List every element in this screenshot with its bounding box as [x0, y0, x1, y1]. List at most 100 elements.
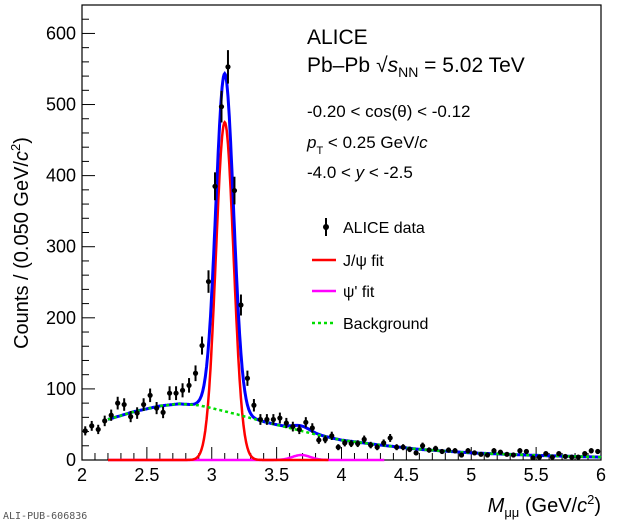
x-tick-label: 2.5: [134, 465, 159, 485]
data-point: [432, 446, 439, 452]
legend-label-data: ALICE data: [343, 220, 425, 237]
data-point: [465, 448, 471, 454]
data-point: [517, 448, 523, 454]
data-point: [212, 183, 218, 189]
data-point: [394, 444, 400, 450]
data-point: [244, 375, 251, 381]
data-point: [374, 444, 380, 450]
legend-item-background: Background: [312, 316, 428, 333]
data-point: [595, 448, 601, 455]
data-point: [471, 450, 478, 456]
data-point: [510, 452, 517, 458]
data-point: [549, 454, 555, 460]
data-point: [556, 451, 562, 457]
data-point: [166, 390, 173, 396]
data-point: [251, 402, 257, 408]
data-point: [296, 426, 302, 433]
x-tick-label: 2: [77, 465, 87, 485]
data-point: [134, 410, 140, 416]
data-point: [445, 447, 452, 453]
cos-theta-range: -0.20 < cos(θ) < -0.12: [307, 102, 470, 121]
y-tick-label: 0: [66, 450, 76, 470]
data-point: [407, 446, 413, 452]
data-point: [95, 426, 101, 433]
data-point: [205, 278, 212, 285]
y-tick-label: 100: [46, 379, 76, 399]
legend-item-data: ALICE data: [323, 218, 425, 237]
data-point: [257, 416, 264, 423]
data-point: [82, 428, 88, 434]
y-tick-label: 600: [46, 23, 76, 43]
data-point: [115, 400, 121, 406]
data-point: [387, 435, 393, 441]
data-point: [141, 401, 147, 408]
data-point: [361, 436, 367, 442]
data-point: [264, 416, 270, 423]
y-tick-label: 500: [46, 95, 76, 115]
data-point: [322, 436, 328, 442]
data-point: [426, 447, 432, 453]
legend-label-background: Background: [343, 316, 428, 333]
data-point: [355, 441, 361, 447]
data-point: [160, 409, 166, 415]
rapidity-range: -4.0 < y < -2.5: [307, 163, 413, 182]
background-fit-curve: [107, 402, 602, 459]
legend: ALICE data J/ψ fit ψ' fit Background: [312, 218, 428, 333]
data-point: [497, 449, 504, 455]
publication-id-watermark: ALI-PUB-606836: [3, 511, 87, 522]
data-point: [270, 416, 276, 423]
data-point: [277, 415, 283, 421]
legend-item-jpsi: J/ψ fit: [312, 253, 384, 270]
jpsi-fit-curve: [108, 120, 329, 462]
data-point: [154, 405, 160, 411]
data-point: [523, 448, 529, 455]
data-point: [108, 412, 114, 418]
data-point: [218, 104, 225, 110]
data-point: [588, 448, 594, 454]
legend-label-psi2s: ψ' fit: [343, 284, 375, 301]
data-point: [381, 440, 387, 446]
y-tick-label: 200: [46, 308, 76, 328]
data-point: [452, 448, 458, 454]
data-point: [368, 442, 374, 448]
data-point: [335, 444, 341, 450]
data-point: [316, 437, 322, 443]
data-point: [238, 302, 244, 308]
data-point: [400, 444, 406, 450]
x-tick-label: 6: [596, 465, 606, 485]
x-tick-label: 3: [207, 465, 217, 485]
legend-item-psi2s: ψ' fit: [312, 284, 375, 301]
collision-energy-label: Pb–Pb √sNN = 5.02 TeV: [307, 54, 525, 80]
data-point: [439, 448, 445, 455]
data-point: [342, 440, 348, 446]
data-point: [231, 187, 238, 194]
data-point: [543, 451, 549, 457]
data-point: [283, 420, 289, 426]
data-point: [192, 370, 199, 376]
data-point: [413, 450, 419, 456]
x-tick-label: 5: [466, 465, 476, 485]
x-tick-label: 5.5: [524, 465, 549, 485]
data-point: [303, 419, 309, 425]
data-point: [225, 64, 231, 70]
data-point: [562, 453, 568, 460]
data-point: [121, 401, 127, 408]
data-point: [575, 454, 581, 460]
data-point: [348, 441, 354, 447]
experiment-label: ALICE: [307, 26, 368, 49]
pt-range: pT < 0.25 GeV/c: [306, 133, 428, 157]
data-point: [491, 448, 497, 454]
legend-label-jpsi: J/ψ fit: [343, 253, 384, 270]
data-point: [186, 382, 192, 388]
data-point: [290, 423, 296, 430]
data-point: [128, 414, 134, 420]
x-tick-label: 4.5: [394, 465, 419, 485]
x-tick-label: 3.5: [264, 465, 289, 485]
data-point: [504, 451, 510, 457]
data-point: [484, 452, 491, 458]
data-point: [173, 390, 179, 396]
x-tick-label: 4: [336, 465, 346, 485]
data-point: [309, 425, 315, 431]
data-point: [569, 454, 575, 460]
